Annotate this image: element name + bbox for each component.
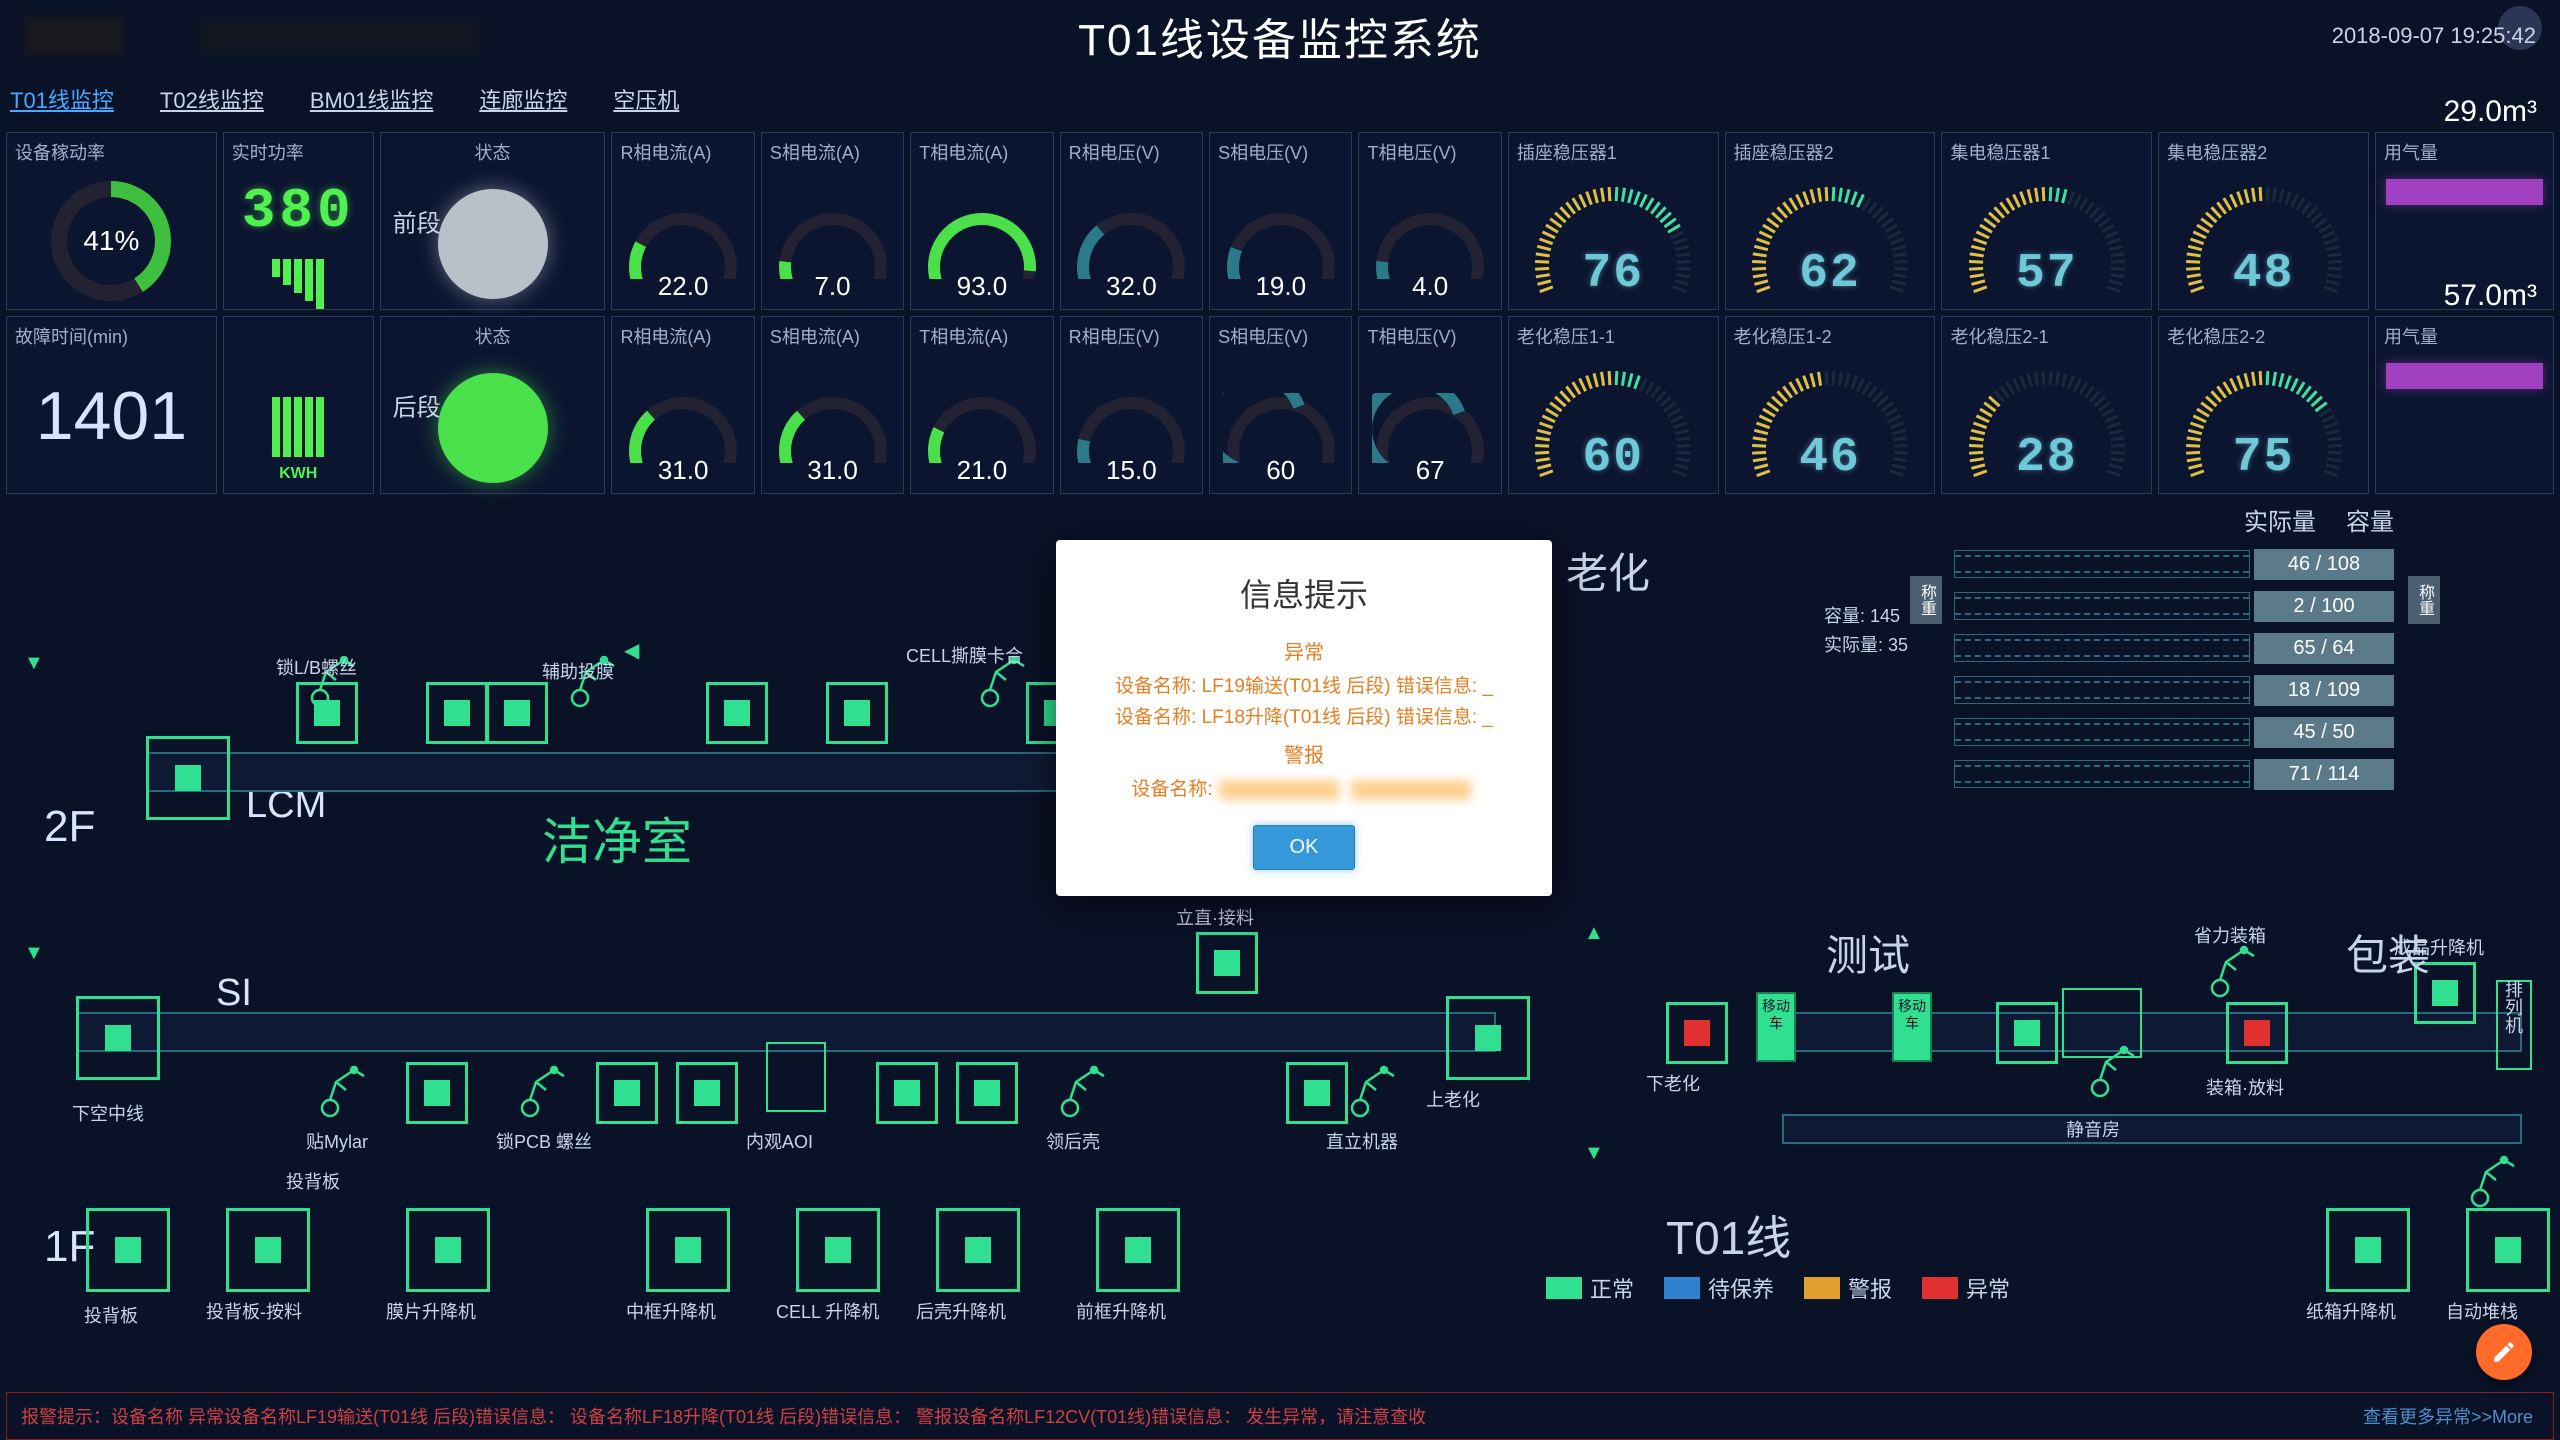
modal-device-name: 设备名称: bbox=[1080, 774, 1528, 801]
modal-ok-button[interactable]: OK bbox=[1253, 825, 1356, 870]
modal-line1: 设备名称: LF19输送(T01线 后段) 错误信息: _ bbox=[1080, 671, 1528, 698]
modal-line2: 设备名称: LF18升降(T01线 后段) 错误信息: _ bbox=[1080, 702, 1528, 729]
modal-warn: 警报 bbox=[1080, 739, 1528, 768]
info-modal: 信息提示 异常 设备名称: LF19输送(T01线 后段) 错误信息: _ 设备… bbox=[1056, 540, 1552, 896]
modal-subtitle: 异常 bbox=[1080, 636, 1528, 665]
modal-title: 信息提示 bbox=[1080, 570, 1528, 616]
